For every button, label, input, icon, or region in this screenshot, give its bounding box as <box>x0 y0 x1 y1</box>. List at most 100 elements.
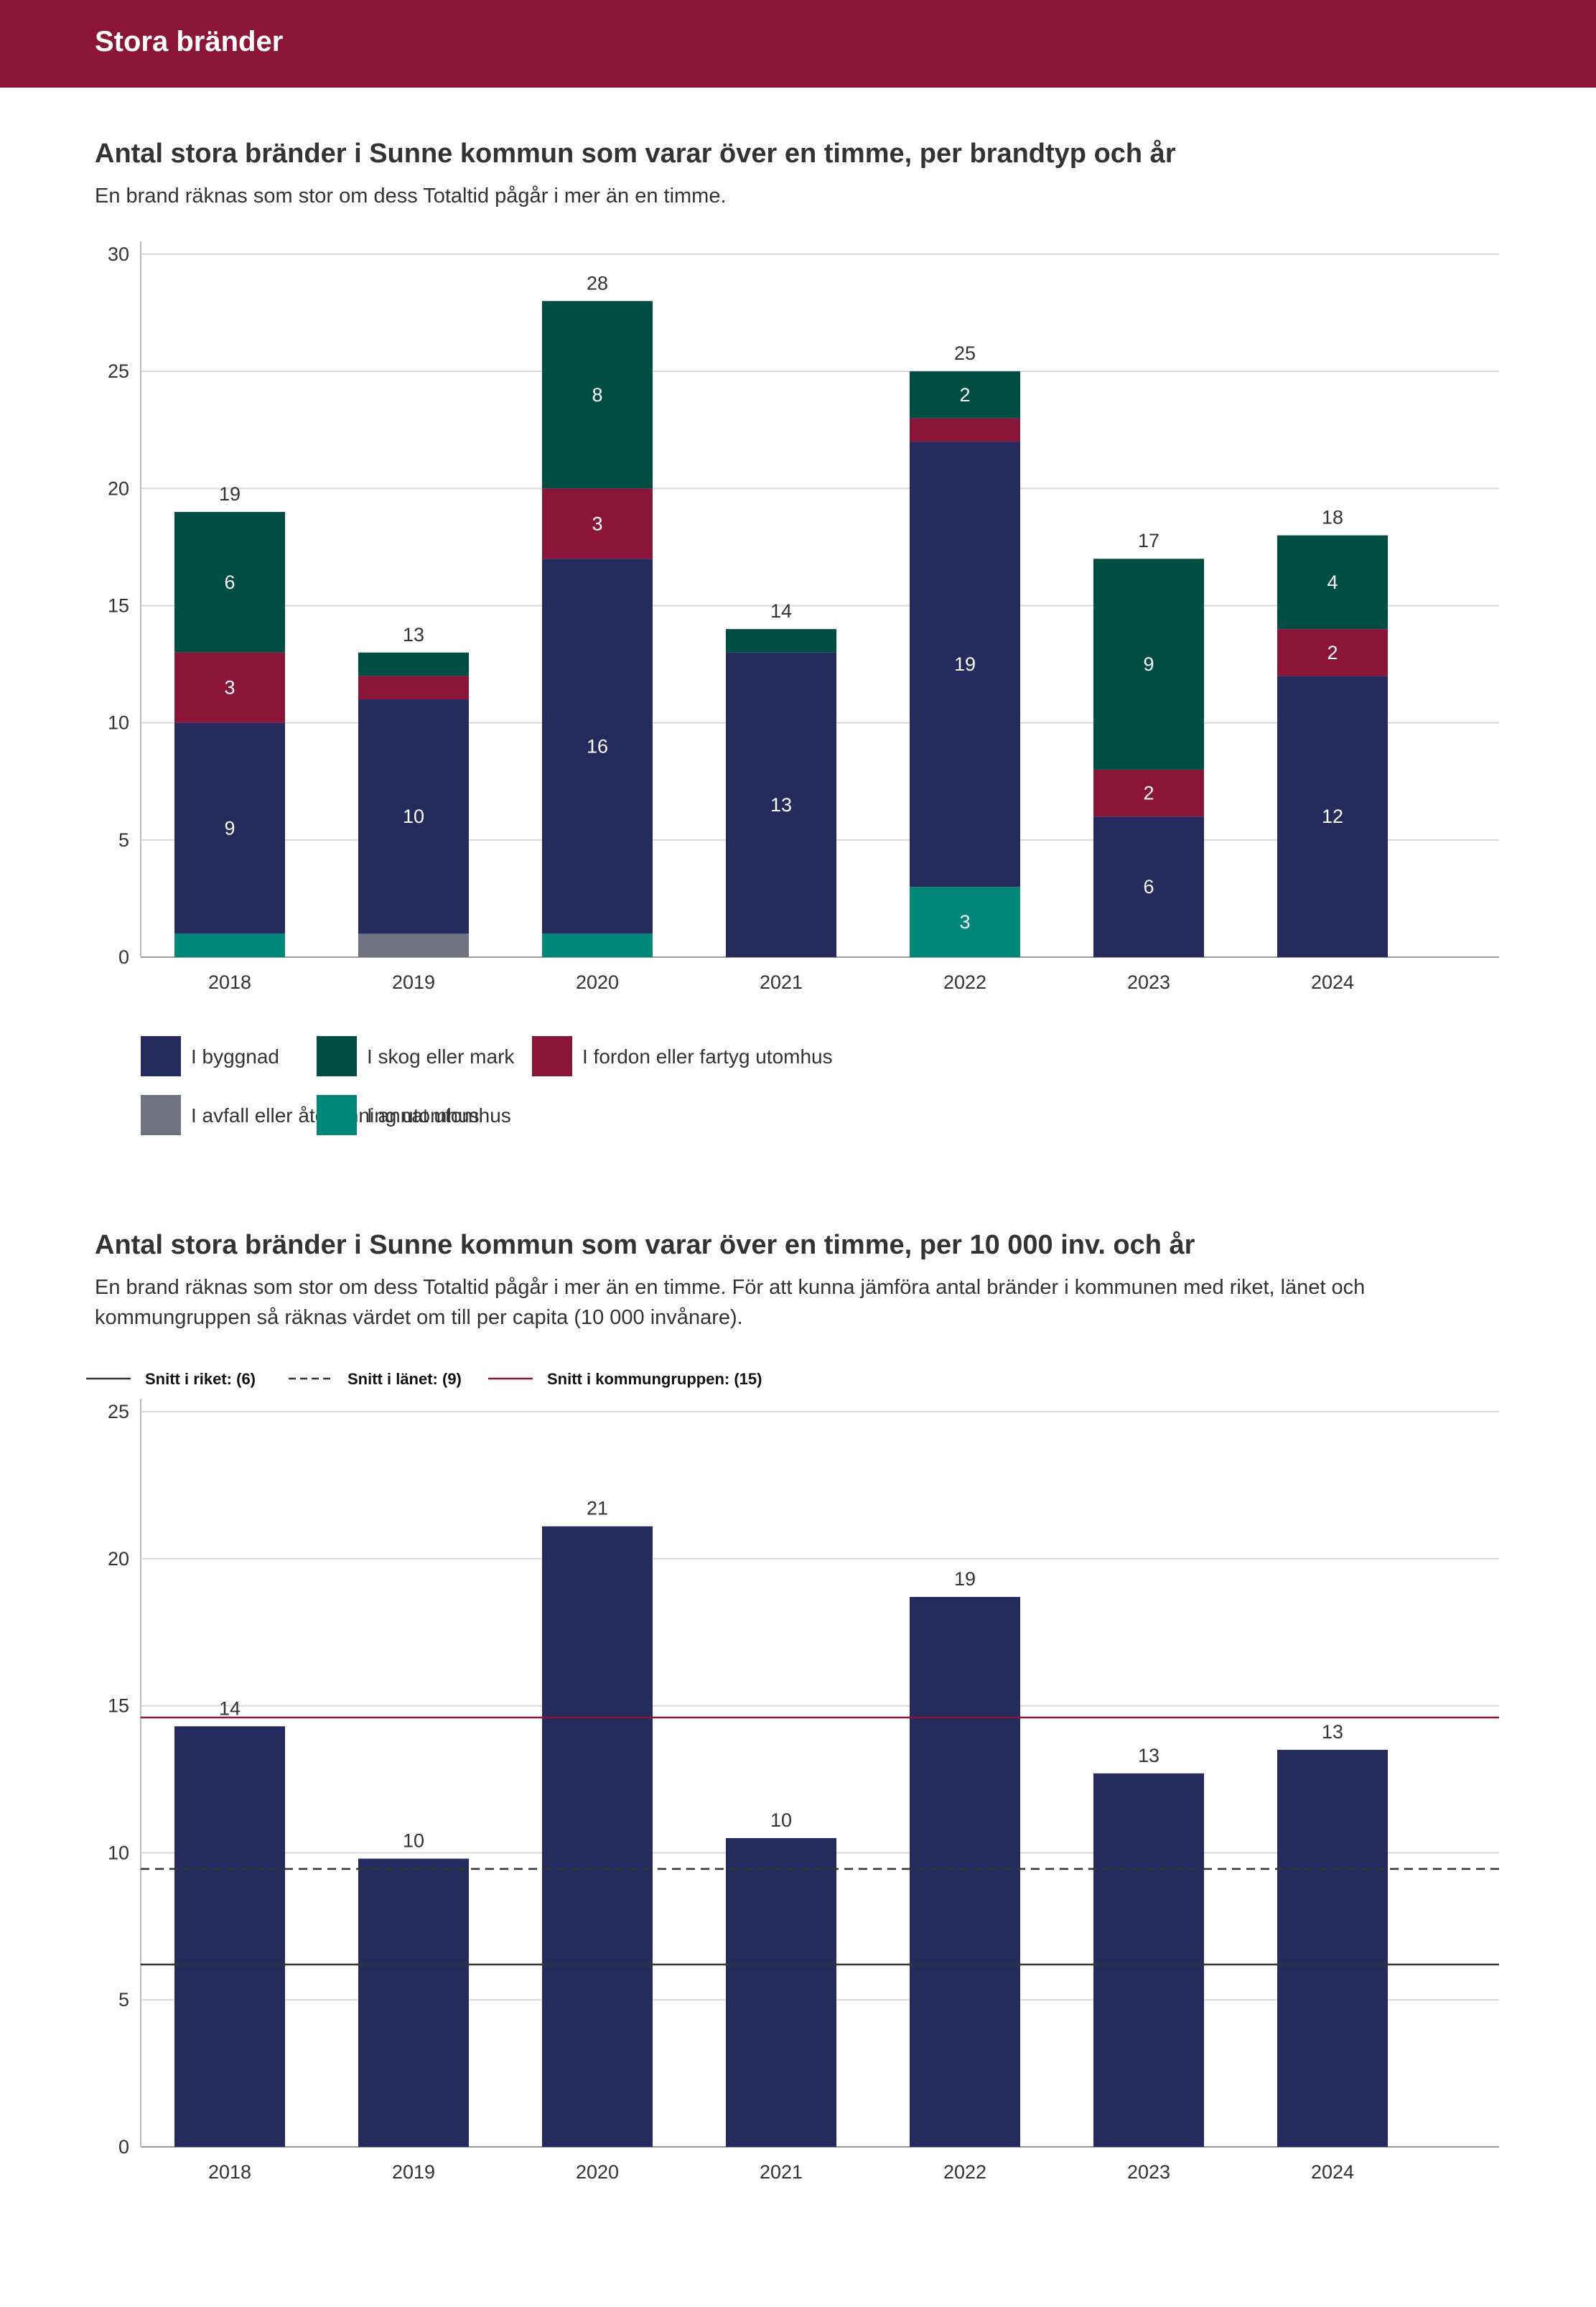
chart1-segment-label: 3 <box>959 911 970 933</box>
chart1-total-label-2020: 28 <box>587 272 608 294</box>
chart2-y-tick-label: 0 <box>118 2136 129 2158</box>
chart1-segment-label: 3 <box>592 513 602 534</box>
chart2-value-label-2024: 13 <box>1322 1721 1343 1743</box>
chart2-bar-2018 <box>174 1726 285 2147</box>
chart1-total-label-2023: 17 <box>1138 530 1159 551</box>
chart1-bar-segment-i-byggnad-2021 <box>726 652 836 957</box>
chart2-value-label-2019: 10 <box>403 1830 424 1852</box>
chart1-legend-label-i-byggnad: I byggnad <box>191 1045 279 1068</box>
chart2-bar-2021 <box>726 1837 836 2147</box>
chart1-bar-segment-i-annat-utomhus-2020 <box>542 933 653 957</box>
chart1-bar-segment-i-byggnad-2019 <box>358 699 469 934</box>
chart1-legend-swatch-i-annat-utomhus <box>317 1095 357 1135</box>
chart2-value-label-2023: 13 <box>1138 1745 1159 1766</box>
chart1-bar-segment-i-fordon-eller-fartyg-utomhus-2023 <box>1093 769 1204 817</box>
chart2-legend-label-snitt-i-l-net-9: Snitt i länet: (9) <box>347 1370 462 1388</box>
chart1-segment-label: 2 <box>959 384 970 406</box>
chart1-y-tick-label: 20 <box>108 477 129 499</box>
chart1-total-label-2022: 25 <box>954 342 976 364</box>
chart1-y-tick-label: 30 <box>108 243 129 265</box>
chart1-legend-label-i-fordon-eller-fartyg-utomhus: I fordon eller fartyg utomhus <box>582 1045 833 1068</box>
chart1-x-tick-label-2018: 2018 <box>208 971 251 993</box>
chart1-legend-swatch-i-fordon-eller-fartyg-utomhus <box>532 1036 572 1076</box>
chart2-x-tick-label-2019: 2019 <box>392 2161 435 2183</box>
chart1-title: Antal stora bränder i Sunne kommun som v… <box>95 139 1176 169</box>
chart1-bar-segment-i-byggnad-2023 <box>1093 816 1204 957</box>
chart2-y-tick-label: 20 <box>108 1548 129 1570</box>
chart1-legend-swatch-i-byggnad <box>141 1036 181 1076</box>
chart1-bar-segment-i-skog-eller-mark-2018 <box>174 511 285 653</box>
chart1-y-tick-label: 15 <box>108 595 129 617</box>
chart2-subtitle: En brand räknas som stor om dess Totalti… <box>95 1276 1366 1329</box>
chart2-x-tick-label-2020: 2020 <box>576 2161 619 2183</box>
chart1-bar-segment-i-annat-utomhus-2018 <box>174 933 285 957</box>
chart1-segment-label: 10 <box>403 806 424 827</box>
chart1-bar-segment-i-skog-eller-mark-2019 <box>358 652 469 676</box>
chart2-x-tick-label-2018: 2018 <box>208 2161 251 2183</box>
chart2-legend-label-snitt-i-riket-6: Snitt i riket: (6) <box>145 1370 256 1388</box>
chart1-legend-swatch-i-avfall-eller-tervinning-utomhus <box>141 1095 181 1135</box>
chart2-bar-2024 <box>1277 1750 1388 2147</box>
chart1-x-tick-label-2023: 2023 <box>1127 971 1170 993</box>
chart2-bar-2022 <box>910 1597 1020 2147</box>
chart1-bar-segment-i-byggnad-2024 <box>1277 676 1388 957</box>
chart1-segment-label: 6 <box>224 572 235 593</box>
chart1-x-tick-label-2024: 2024 <box>1311 971 1354 993</box>
chart2-bar-2019 <box>358 1858 469 2147</box>
chart1-legend-swatch-i-skog-eller-mark <box>317 1036 357 1076</box>
chart1-segment-label: 9 <box>224 818 235 839</box>
chart1-segment-label: 8 <box>592 384 602 406</box>
chart1-y-tick-label: 0 <box>118 946 129 968</box>
chart1-legend-label-i-skog-eller-mark: I skog eller mark <box>367 1045 515 1068</box>
chart1-bar-segment-i-fordon-eller-fartyg-utomhus-2022 <box>910 418 1020 442</box>
chart2-x-tick-label-2023: 2023 <box>1127 2161 1170 2183</box>
chart1-bar-segment-i-skog-eller-mark-2023 <box>1093 559 1204 770</box>
chart2-x-tick-label-2022: 2022 <box>943 2161 986 2183</box>
chart2-x-tick-label-2024: 2024 <box>1311 2161 1354 2183</box>
chart1-bar-segment-i-fordon-eller-fartyg-utomhus-2020 <box>542 488 653 559</box>
chart1-x-tick-label-2019: 2019 <box>392 971 435 993</box>
chart1-bar-segment-i-byggnad-2022 <box>910 442 1020 887</box>
chart1-segment-label: 16 <box>587 735 608 757</box>
chart2-x-tick-label-2021: 2021 <box>760 2161 803 2183</box>
chart2-bar-2023 <box>1093 1773 1204 2147</box>
chart1-segment-label: 13 <box>770 794 792 816</box>
page-title: Stora bränder <box>95 26 284 57</box>
chart1-total-label-2024: 18 <box>1322 507 1343 528</box>
chart2-y-tick-label: 15 <box>108 1695 129 1717</box>
chart2-y-tick-label: 10 <box>108 1842 129 1863</box>
chart1-x-tick-label-2021: 2021 <box>760 971 803 993</box>
chart1-legend-label-i-annat-utomhus: I annat utomhus <box>367 1104 511 1127</box>
chart1-y-tick-label: 5 <box>118 829 129 851</box>
chart2-value-label-2018: 14 <box>219 1697 241 1719</box>
chart1-segment-label: 9 <box>1143 653 1154 675</box>
chart1-bar-segment-i-byggnad-2018 <box>174 722 285 934</box>
chart2-title: Antal stora bränder i Sunne kommun som v… <box>95 1230 1195 1260</box>
chart1-total-label-2021: 14 <box>770 600 792 622</box>
chart1-subtitle: En brand räknas som stor om dess Totalti… <box>95 185 727 208</box>
chart1-segment-label: 2 <box>1143 783 1154 804</box>
chart1-bar-segment-i-skog-eller-mark-2020 <box>542 301 653 489</box>
chart2-bar-2020 <box>542 1526 653 2147</box>
chart1-segment-label: 2 <box>1327 642 1338 663</box>
chart2-value-label-2020: 21 <box>587 1498 608 1519</box>
chart2-value-label-2022: 19 <box>954 1568 976 1590</box>
chart2-value-label-2021: 10 <box>770 1809 792 1831</box>
chart1-y-tick-label: 10 <box>108 712 129 734</box>
chart2-y-tick-label: 5 <box>118 1989 129 2010</box>
page-header: Stora bränder <box>0 0 1596 88</box>
chart1-x-tick-label-2020: 2020 <box>576 971 619 993</box>
chart1-segment-label: 12 <box>1322 806 1343 827</box>
chart1-total-label-2018: 19 <box>219 483 241 505</box>
chart1-bar-segment-i-fordon-eller-fartyg-utomhus-2018 <box>174 652 285 723</box>
chart1-bar-segment-i-skog-eller-mark-2022 <box>910 371 1020 419</box>
chart1-bar-segment-i-fordon-eller-fartyg-utomhus-2019 <box>358 676 469 700</box>
chart1-segment-label: 4 <box>1327 572 1338 593</box>
chart1-bar-segment-i-fordon-eller-fartyg-utomhus-2024 <box>1277 629 1388 676</box>
chart1-bar-segment-i-annat-utomhus-2022 <box>910 887 1020 957</box>
chart1-stacked-bar-chart: 0 5 10 15 20 25 30 9 3 6 19 2018 10 13 2019 16 3 8 28 2020 1… <box>108 241 1499 1135</box>
chart1-bar-segment-i-byggnad-2020 <box>542 559 653 934</box>
chart1-total-label-2019: 13 <box>403 624 424 646</box>
chart1-segment-label: 6 <box>1143 876 1154 898</box>
